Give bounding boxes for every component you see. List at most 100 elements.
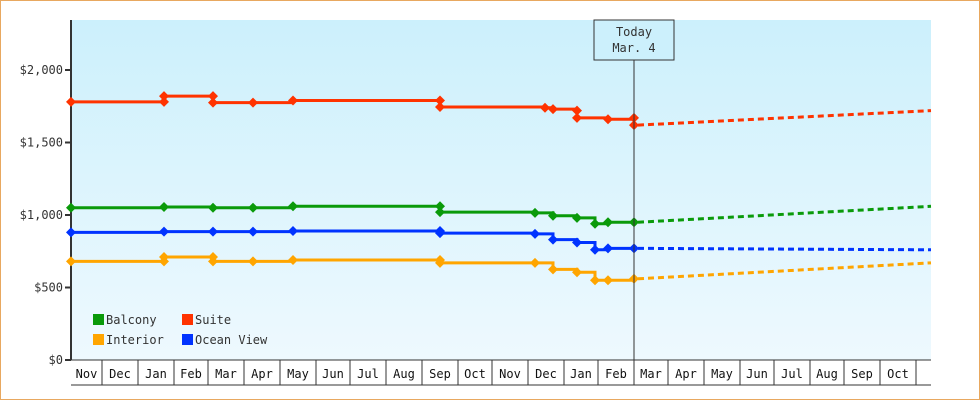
- y-tick-label: $500: [34, 281, 63, 295]
- data-point[interactable]: [548, 210, 558, 221]
- data-point[interactable]: [208, 256, 218, 267]
- data-point[interactable]: [288, 225, 298, 236]
- y-tick-label: $0: [49, 353, 63, 367]
- data-point[interactable]: [572, 237, 582, 248]
- data-point[interactable]: [435, 228, 445, 239]
- data-point[interactable]: [159, 252, 169, 263]
- y-tick-label: $1,500: [20, 136, 63, 150]
- today-marker: Today Mar. 4: [593, 19, 675, 360]
- legend-label: Balcony: [106, 313, 157, 327]
- x-tick-month: Jan: [145, 367, 167, 381]
- data-point[interactable]: [603, 217, 613, 228]
- legend-swatch: [93, 314, 104, 325]
- data-point[interactable]: [435, 95, 445, 106]
- x-tick-month: May: [287, 367, 309, 381]
- series-interior: [66, 252, 932, 286]
- data-point[interactable]: [66, 256, 76, 267]
- data-point[interactable]: [590, 244, 600, 255]
- data-point[interactable]: [66, 227, 76, 238]
- legend-swatch: [182, 314, 193, 325]
- x-tick-month: Aug: [816, 367, 838, 381]
- x-tick-month: Mar: [640, 367, 662, 381]
- legend-item-suite[interactable]: Suite: [182, 313, 231, 327]
- x-tick-month: Feb: [605, 367, 627, 381]
- x-tick-month: May: [711, 367, 733, 381]
- legend-item-interior[interactable]: Interior: [93, 333, 164, 347]
- x-tick-month: Nov: [76, 367, 98, 381]
- legend-item-ocean-view[interactable]: Ocean View: [182, 333, 268, 347]
- x-tick-month: Jul: [781, 367, 803, 381]
- forecast-line: [637, 109, 932, 127]
- legend: Balcony Suite Interior Ocean View: [93, 313, 268, 347]
- today-date: Mar. 4: [612, 41, 655, 55]
- x-tick-month: Jan: [570, 367, 592, 381]
- x-tick-month: Nov: [499, 367, 521, 381]
- series-balcony: [66, 201, 932, 229]
- data-point[interactable]: [248, 226, 258, 237]
- series-ocean-view: [66, 225, 932, 255]
- x-tick-month: Oct: [464, 367, 486, 381]
- x-tick-month: Apr: [675, 367, 697, 381]
- data-point[interactable]: [288, 201, 298, 212]
- legend-swatch: [93, 334, 104, 345]
- data-point[interactable]: [159, 96, 169, 107]
- x-tick-month: Aug: [393, 367, 415, 381]
- today-label: Today: [616, 25, 652, 39]
- data-point[interactable]: [208, 97, 218, 108]
- legend-label: Interior: [106, 333, 164, 347]
- y-tick-label: $1,000: [20, 208, 63, 222]
- data-point[interactable]: [572, 212, 582, 223]
- data-point[interactable]: [530, 257, 540, 268]
- x-tick-month: Apr: [251, 367, 273, 381]
- data-point[interactable]: [530, 207, 540, 218]
- data-point[interactable]: [548, 104, 558, 115]
- series-lines: [66, 91, 932, 286]
- plot-area: [71, 20, 931, 360]
- data-point[interactable]: [288, 254, 298, 265]
- legend-label: Suite: [195, 313, 231, 327]
- data-point[interactable]: [548, 264, 558, 275]
- x-tick-month: Mar: [215, 367, 237, 381]
- data-point[interactable]: [208, 226, 218, 237]
- forecast-line: [637, 261, 932, 281]
- data-point[interactable]: [208, 202, 218, 213]
- data-point[interactable]: [435, 201, 445, 212]
- data-point[interactable]: [603, 243, 613, 254]
- data-point[interactable]: [208, 91, 218, 102]
- forecast-line: [637, 246, 932, 252]
- data-point[interactable]: [572, 105, 582, 116]
- x-tick-month: Feb: [180, 367, 202, 381]
- x-tick-month: Oct: [887, 367, 909, 381]
- data-point[interactable]: [66, 202, 76, 213]
- data-point[interactable]: [248, 97, 258, 108]
- x-tick-month: Sep: [851, 367, 873, 381]
- legend-swatch: [182, 334, 193, 345]
- data-point[interactable]: [288, 95, 298, 106]
- series-suite: [66, 91, 932, 131]
- x-tick-month: Jul: [357, 367, 379, 381]
- data-point[interactable]: [572, 112, 582, 123]
- data-point[interactable]: [159, 226, 169, 237]
- data-point[interactable]: [248, 256, 258, 267]
- data-point[interactable]: [590, 275, 600, 286]
- data-point[interactable]: [159, 91, 169, 102]
- forecast-line: [637, 204, 932, 224]
- data-point[interactable]: [66, 96, 76, 107]
- x-tick-month: Dec: [109, 367, 131, 381]
- data-point[interactable]: [603, 275, 613, 286]
- data-point[interactable]: [435, 207, 445, 218]
- x-tick-month: Sep: [429, 367, 451, 381]
- data-point[interactable]: [530, 228, 540, 239]
- data-point[interactable]: [435, 257, 445, 268]
- data-point[interactable]: [548, 234, 558, 245]
- data-point[interactable]: [540, 102, 550, 113]
- data-point[interactable]: [159, 202, 169, 213]
- data-point[interactable]: [590, 218, 600, 229]
- data-point[interactable]: [572, 267, 582, 278]
- data-point[interactable]: [248, 202, 258, 213]
- x-tick-month: Jun: [322, 367, 344, 381]
- data-point[interactable]: [603, 114, 613, 125]
- x-tick-month: Dec: [535, 367, 557, 381]
- legend-item-balcony[interactable]: Balcony: [93, 313, 157, 327]
- data-point[interactable]: [435, 101, 445, 112]
